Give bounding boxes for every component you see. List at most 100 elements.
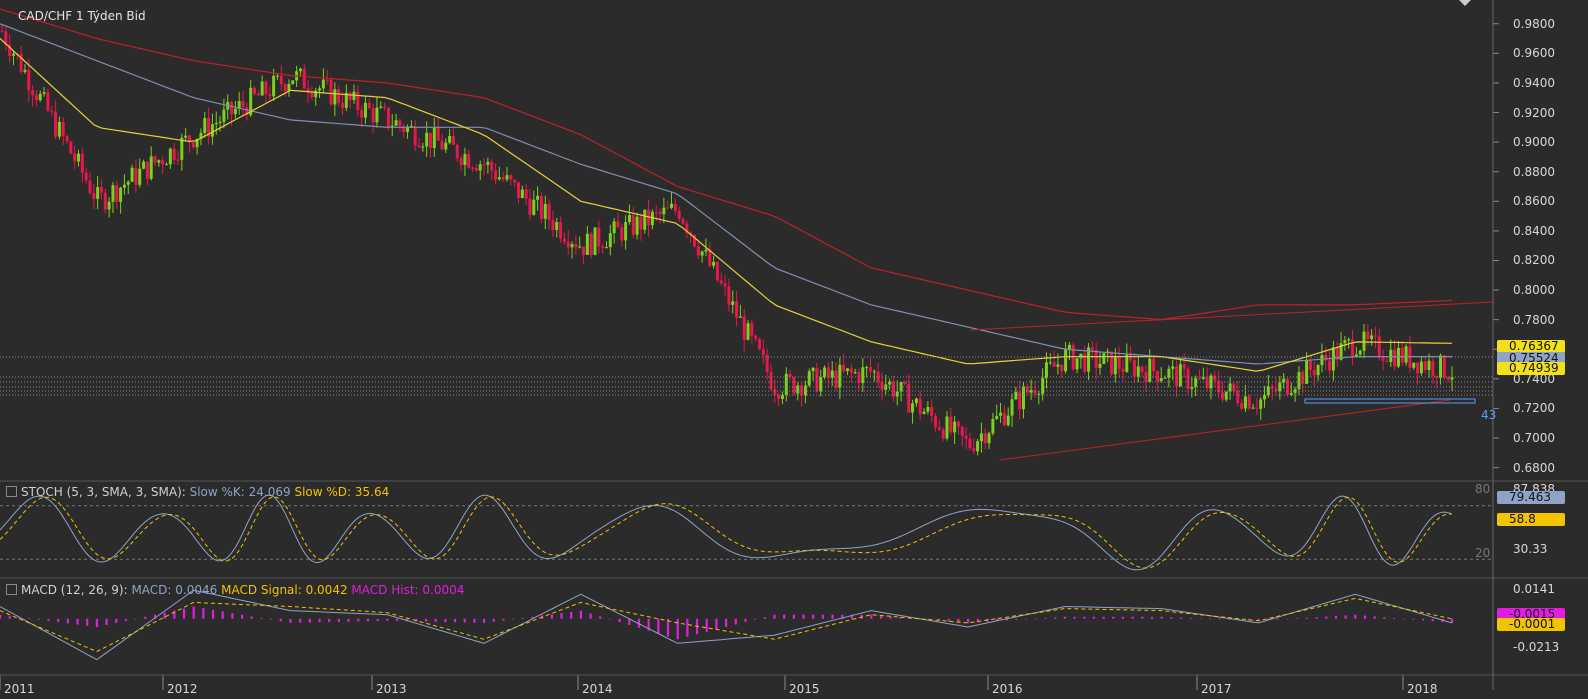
candle-body [1389,349,1393,362]
macd-hist-bar [957,618,960,623]
macd-hist-bar [850,614,854,619]
candle-body [513,179,517,183]
candle-body [792,376,796,394]
candle-body [999,412,1003,416]
candle-body [1400,347,1404,363]
macd-hist-bar [1189,617,1192,619]
candle-body [1328,360,1332,371]
macd-hist-bar [1296,618,1299,619]
candle-body [478,164,482,171]
candle-body [1171,366,1175,369]
macd-hist-bar [1170,617,1173,619]
candle-body [612,221,616,234]
candle-body [735,301,739,318]
candle-body [283,84,287,91]
close-box-icon[interactable] [6,486,17,497]
macd-hist-bar [453,618,457,623]
macd-hist-bar [976,618,979,623]
macd-hist-bar [1209,618,1212,620]
macd-hist-bar [599,616,602,619]
candle-body [1240,403,1244,409]
macd-hist-bar [1015,618,1018,620]
macd-hist-bar [1354,614,1357,619]
close-box-icon[interactable] [6,584,17,595]
macd-hist-bar [647,618,650,631]
candle-body [463,154,467,165]
candle-body [279,75,283,85]
candle-body [61,121,65,137]
candle-body [1006,415,1010,426]
candle-body [73,153,77,162]
candle-body [402,126,406,132]
candle-body [1263,395,1267,400]
macd-hist-bar [1199,618,1202,619]
candle-body [742,316,746,340]
candle-body [195,138,199,148]
collapse-arrow-icon[interactable] [1459,0,1471,6]
candle-body [329,79,333,105]
price-tick-label: 0.8600 [1513,194,1555,209]
candle-body [547,203,551,221]
candle-body [490,161,494,171]
candle-body [846,368,850,372]
candle-body [298,68,302,72]
candle-body [444,142,448,150]
candle-body [199,132,203,139]
macd-hist-bar [1131,616,1134,619]
macd-hist-bar [386,618,389,621]
candle-body [524,189,528,199]
macd-hist-bar [328,618,331,623]
macd-hist-bar [1150,616,1154,619]
macd-hist-bar [831,614,834,619]
candle-body [1331,347,1335,371]
macd-hist-bar [899,617,902,619]
candle-body [249,87,253,116]
candle-body [1228,383,1232,392]
candle-body [1247,396,1251,409]
candle-body [853,372,857,374]
candle-body [559,222,563,239]
candle-body [589,233,593,255]
candle-body [237,101,241,109]
macd-hist-bar [967,618,970,623]
candle-body [758,339,762,350]
candle-body [872,371,876,373]
trendline-upper [969,301,1494,331]
macd-hist-bar [618,618,621,623]
candle-body [1044,362,1048,379]
macd-hist-bar [105,618,108,625]
candle-body [27,69,31,91]
candle-body [800,385,804,396]
candle-body [46,92,50,111]
candle-body [1094,349,1098,368]
candle-body [727,286,731,305]
candle-body [348,92,352,100]
candle-body [1416,362,1420,374]
macd-hist-bar [231,613,234,619]
candle-body [1079,353,1083,359]
candle-body [291,80,295,85]
candle-body [1025,386,1029,393]
candle-body [413,126,417,146]
candle-body [1121,368,1125,372]
candle-body [826,367,830,378]
macd-hist-bar [1431,618,1434,622]
macd-hist-bar [802,614,805,619]
candle-body [54,111,58,137]
candle-body [241,101,245,108]
stoch-tick-label: 20 [1475,546,1491,560]
candle-body [310,92,314,98]
macd-hist-bar [76,618,79,625]
macd-hist-bar [570,611,573,619]
macd-hist-bar [666,618,670,637]
candle-body [1381,357,1385,361]
stoch-name: STOCH (5, 3, SMA, 3, SMA): [21,485,190,499]
candle-body [1197,378,1201,380]
candle-body [367,102,371,109]
macd-hist-bar [947,618,950,622]
macd-hist-bar [1238,618,1241,621]
macd-hist-bar [773,614,776,619]
macd-hist-bar [270,618,273,620]
candle-body [111,185,115,202]
price-tick-label: 0.7800 [1513,312,1555,327]
